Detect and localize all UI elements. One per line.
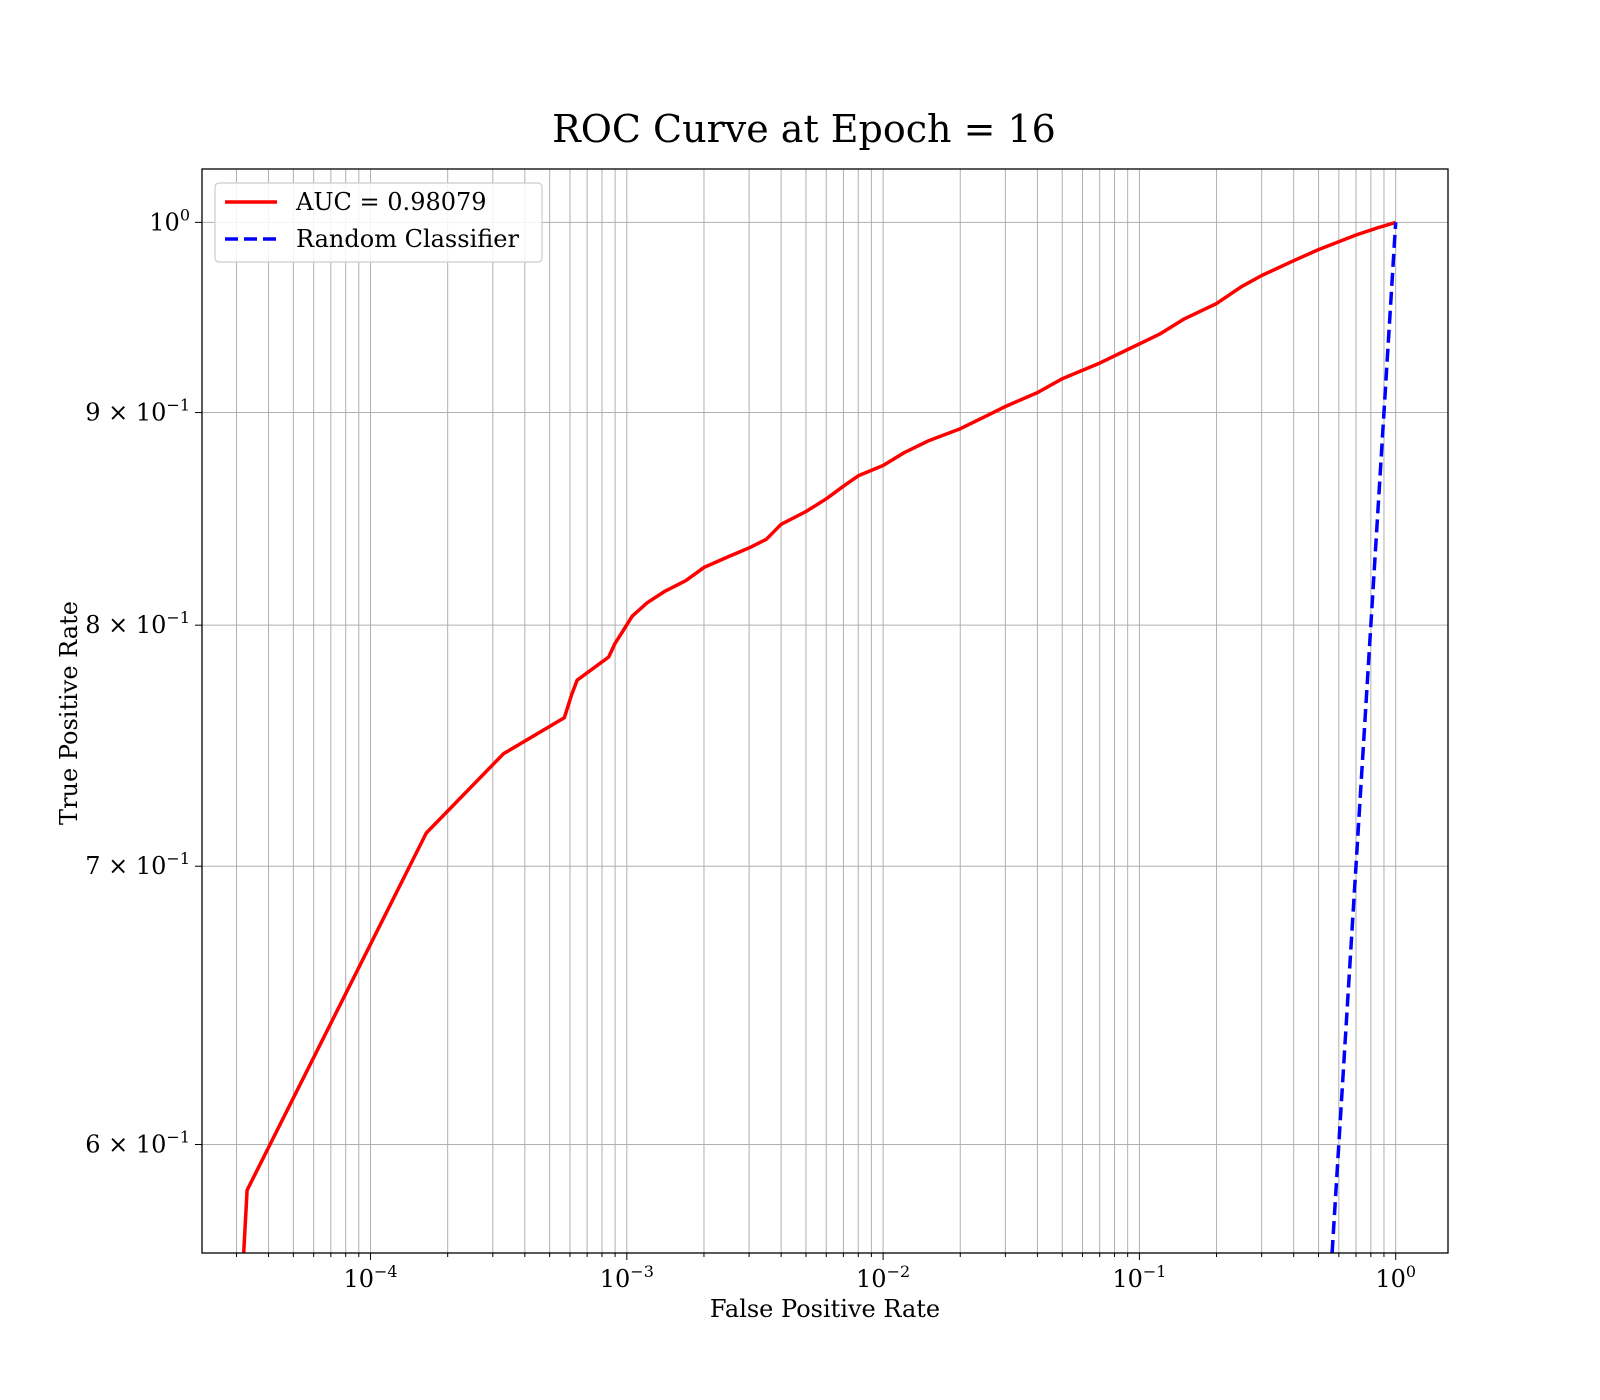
x-tick-label: 10−4	[343, 1262, 397, 1293]
x-tick-label: 10−1	[1112, 1262, 1166, 1293]
y-tick-label: 7 × 10−1	[85, 849, 190, 880]
y-axis-label: True Positive Rate	[55, 601, 83, 825]
random-classifier-line	[1330, 222, 1398, 1253]
legend-roc-label: AUC = 0.98079	[295, 188, 487, 216]
x-axis-label: False Positive Rate	[710, 1295, 940, 1323]
roc-curve-line	[241, 220, 1397, 1253]
y-tick-label: 9 × 10−1	[85, 396, 190, 427]
y-tick-label: 8 × 10−1	[85, 608, 190, 639]
x-tick-label: 10−3	[600, 1262, 654, 1293]
legend-box	[214, 182, 543, 263]
y-tick-label: 6 × 10−1	[85, 1128, 190, 1159]
plot-frame	[201, 168, 1449, 1254]
y-tick-label: 100	[149, 205, 190, 236]
x-tick-label: 100	[1375, 1262, 1416, 1293]
x-tick-label: 10−2	[856, 1262, 910, 1293]
legend: AUC = 0.98079 Random Classifier	[214, 182, 543, 263]
legend-random-label: Random Classifier	[296, 225, 519, 253]
series-group	[241, 220, 1398, 1253]
chart-title: ROC Curve at Epoch = 16	[552, 107, 1056, 151]
plot-area: 10−4 10−3 10−2 10−1 100 100 9 × 10−1 8 × 10−1 7 …	[85, 168, 1449, 1293]
